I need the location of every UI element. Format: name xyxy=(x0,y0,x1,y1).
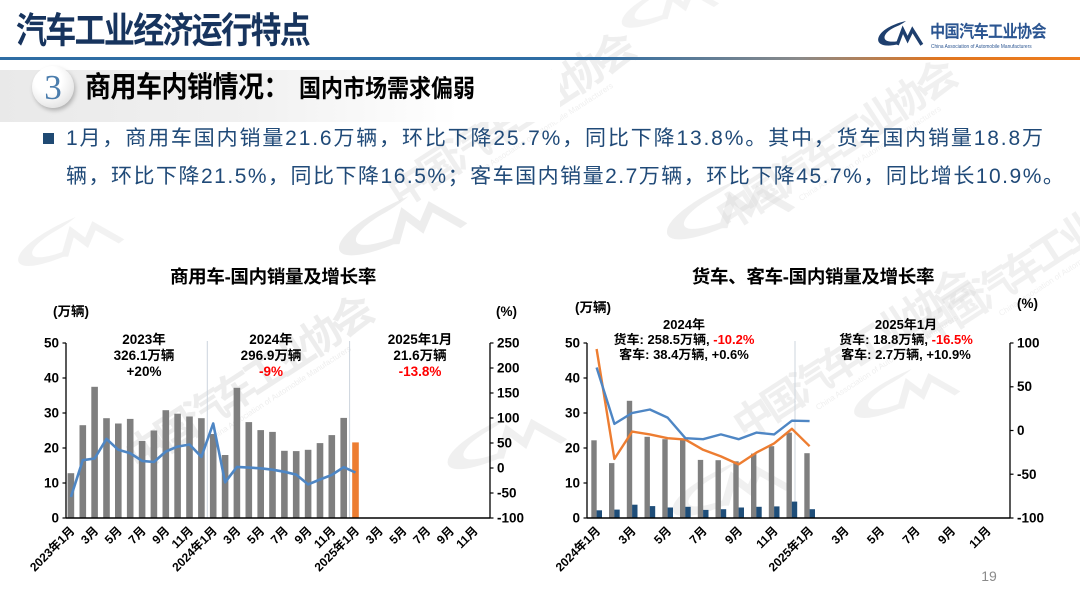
svg-text:0: 0 xyxy=(1017,419,1025,439)
svg-text:3月: 3月 xyxy=(219,522,244,547)
svg-text:10: 10 xyxy=(565,472,580,492)
svg-text:3月: 3月 xyxy=(361,522,386,547)
svg-text:+20%: +20% xyxy=(127,360,162,380)
svg-text:9月: 9月 xyxy=(432,522,457,547)
svg-text:11月: 11月 xyxy=(965,522,994,551)
svg-text:296.9万辆: 296.9万辆 xyxy=(241,344,302,364)
svg-text:19: 19 xyxy=(981,566,997,586)
svg-text:7月: 7月 xyxy=(898,522,923,547)
svg-text:100: 100 xyxy=(497,407,520,427)
svg-text:(%): (%) xyxy=(496,300,517,320)
svg-text:9月: 9月 xyxy=(290,522,315,547)
svg-text:5月: 5月 xyxy=(100,522,125,547)
svg-text:30: 30 xyxy=(44,402,59,422)
svg-text:100: 100 xyxy=(1017,332,1040,352)
svg-text:2024年: 2024年 xyxy=(249,328,293,348)
svg-text:0: 0 xyxy=(51,507,59,527)
svg-text:9月: 9月 xyxy=(721,522,746,547)
svg-text:3月: 3月 xyxy=(614,522,639,547)
svg-text:2025年1月: 2025年1月 xyxy=(388,328,453,348)
svg-text:21.6万辆: 21.6万辆 xyxy=(393,344,446,364)
svg-text:(万辆): (万辆) xyxy=(575,296,611,316)
svg-text:30: 30 xyxy=(565,402,580,422)
svg-text:-100: -100 xyxy=(497,507,524,527)
svg-text:客车: 38.4万辆, +0.6%: 客车: 38.4万辆, +0.6% xyxy=(619,344,749,363)
svg-text:-13.8%: -13.8% xyxy=(399,360,442,380)
svg-text:50: 50 xyxy=(497,432,512,452)
svg-text:5月: 5月 xyxy=(385,522,410,547)
svg-text:11月: 11月 xyxy=(752,522,781,551)
svg-text:3月: 3月 xyxy=(827,522,852,547)
svg-text:7月: 7月 xyxy=(124,522,149,547)
svg-text:50: 50 xyxy=(44,332,59,352)
svg-text:2023年1月: 2023年1月 xyxy=(26,522,79,575)
svg-text:(%): (%) xyxy=(1017,292,1038,312)
svg-text:商用车-国内销量及增长率: 商用车-国内销量及增长率 xyxy=(170,263,376,289)
svg-text:2024年1月: 2024年1月 xyxy=(551,522,604,575)
svg-text:(万辆): (万辆) xyxy=(53,300,89,320)
svg-text:2024年: 2024年 xyxy=(663,314,705,333)
svg-text:50: 50 xyxy=(565,332,580,352)
svg-text:7月: 7月 xyxy=(685,522,710,547)
svg-text:20: 20 xyxy=(565,437,580,457)
svg-text:326.1万辆: 326.1万辆 xyxy=(114,344,175,364)
svg-text:0: 0 xyxy=(572,507,580,527)
svg-text:货车、客车-国内销量及增长率: 货车、客车-国内销量及增长率 xyxy=(692,263,934,289)
svg-text:5月: 5月 xyxy=(243,522,268,547)
svg-text:200: 200 xyxy=(497,357,520,377)
svg-text:2025年1月: 2025年1月 xyxy=(875,314,937,333)
svg-text:9月: 9月 xyxy=(934,522,959,547)
svg-text:250: 250 xyxy=(497,332,520,352)
svg-text:11月: 11月 xyxy=(452,522,481,551)
svg-text:-9%: -9% xyxy=(259,360,283,380)
svg-text:9月: 9月 xyxy=(148,522,173,547)
svg-text:0: 0 xyxy=(497,457,505,477)
svg-text:-50: -50 xyxy=(1017,463,1037,483)
svg-text:客车: 2.7万辆, +10.9%: 客车: 2.7万辆, +10.9% xyxy=(841,344,971,363)
svg-text:货车: 18.8万辆, -16.5%: 货车: 18.8万辆, -16.5% xyxy=(839,329,973,348)
svg-text:10: 10 xyxy=(44,472,59,492)
svg-text:-100: -100 xyxy=(1017,507,1044,527)
svg-text:3月: 3月 xyxy=(77,522,102,547)
svg-text:40: 40 xyxy=(565,367,580,387)
svg-text:50: 50 xyxy=(1017,375,1032,395)
svg-text:7月: 7月 xyxy=(266,522,291,547)
svg-text:20: 20 xyxy=(44,437,59,457)
svg-text:5月: 5月 xyxy=(863,522,888,547)
svg-text:5月: 5月 xyxy=(650,522,675,547)
svg-text:150: 150 xyxy=(497,382,520,402)
svg-text:-50: -50 xyxy=(497,482,517,502)
svg-text:40: 40 xyxy=(44,367,59,387)
svg-text:2023年: 2023年 xyxy=(122,328,166,348)
svg-text:货车: 258.5万辆, -10.2%: 货车: 258.5万辆, -10.2% xyxy=(614,329,755,348)
svg-text:7月: 7月 xyxy=(409,522,434,547)
